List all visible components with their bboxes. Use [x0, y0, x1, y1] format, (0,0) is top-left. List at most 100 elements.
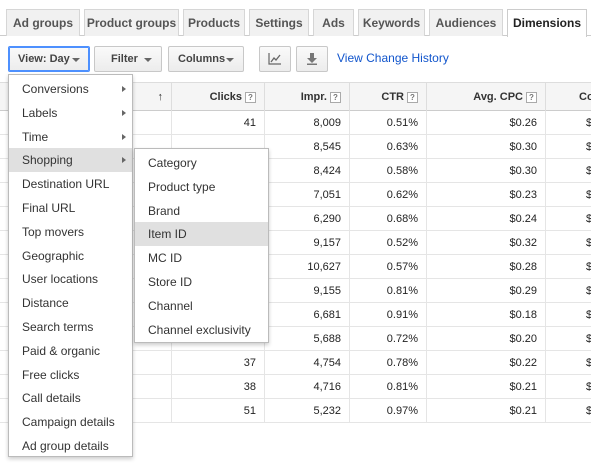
- cell-impressions: 9,157: [264, 231, 349, 254]
- submenu-item-item-id[interactable]: Item ID: [135, 222, 268, 247]
- menu-item-free-clicks[interactable]: Free clicks: [9, 363, 132, 387]
- cell-avg-cpc: $0.18: [426, 303, 545, 326]
- sort-arrow-icon[interactable]: ↑: [157, 91, 164, 103]
- menu-item-time[interactable]: Time: [9, 125, 132, 149]
- cell-ctr: 0.91%: [349, 303, 426, 326]
- tab-products[interactable]: Products: [183, 9, 245, 36]
- menu-item-label: User locations: [22, 272, 99, 287]
- cell-ctr: 0.72%: [349, 327, 426, 350]
- menu-item-label: Paid & organic: [22, 343, 101, 358]
- view-dropdown-button[interactable]: View: Day: [8, 46, 90, 72]
- menu-item-final-url[interactable]: Final URL: [9, 196, 132, 220]
- download-icon: [307, 53, 317, 65]
- chevron-down-icon: [226, 58, 234, 62]
- cell-ctr: 0.78%: [349, 351, 426, 374]
- view-change-history-link[interactable]: View Change History: [337, 51, 449, 65]
- cell-impressions: 5,688: [264, 327, 349, 350]
- help-icon[interactable]: ?: [526, 91, 537, 103]
- submenu-item-mc-id[interactable]: MC ID: [148, 251, 182, 266]
- tab-audiences[interactable]: Audiences: [429, 9, 503, 36]
- menu-item-top-movers[interactable]: Top movers: [9, 220, 132, 244]
- menu-item-call-details[interactable]: Call details: [9, 386, 132, 410]
- menu-item-search-terms[interactable]: Search terms: [9, 315, 132, 339]
- menu-item-user-locations[interactable]: User locations: [9, 267, 132, 291]
- cell-ctr: 0.63%: [349, 135, 426, 158]
- cell-avg-cpc: $0.20: [426, 327, 545, 350]
- cell-avg-cpc: $0.21: [426, 375, 545, 398]
- header-cost[interactable]: Co: [545, 83, 591, 111]
- tab-ads[interactable]: Ads: [313, 9, 354, 36]
- menu-item-destination-url[interactable]: Destination URL: [9, 172, 132, 196]
- submenu-item-brand[interactable]: Brand: [148, 203, 181, 218]
- menu-item-label: Search terms: [22, 320, 94, 334]
- cell-impressions: 6,681: [264, 303, 349, 326]
- cell-cost: $1: [545, 231, 591, 254]
- help-icon[interactable]: ?: [245, 91, 256, 103]
- header-impressions-label: Impr.: [300, 91, 327, 103]
- menu-item-conversions[interactable]: Conversions: [9, 77, 132, 101]
- cell-avg-cpc: $0.23: [426, 183, 545, 206]
- cell-cost: $2: [545, 279, 591, 302]
- cell-avg-cpc: $0.26: [426, 111, 545, 134]
- cell-avg-cpc: $0.32: [426, 231, 545, 254]
- cell-impressions: 9,155: [264, 279, 349, 302]
- cell-avg-cpc: $0.21: [426, 399, 545, 422]
- cell-cost: $1: [545, 207, 591, 230]
- help-icon[interactable]: ?: [407, 91, 418, 103]
- header-impressions[interactable]: Impr.?: [264, 83, 349, 111]
- cell-cost: $: [545, 351, 591, 374]
- menu-item-paid-organic[interactable]: Paid & organic: [9, 339, 132, 363]
- columns-button-label: Columns: [178, 53, 226, 65]
- menu-item-geographic[interactable]: Geographic: [9, 244, 132, 268]
- tab-product-groups[interactable]: Product groups: [84, 9, 179, 36]
- cell-clicks: 37: [171, 351, 264, 374]
- menu-item-ad-group-details[interactable]: Ad group details: [9, 434, 132, 458]
- help-icon[interactable]: ?: [330, 91, 341, 103]
- header-clicks[interactable]: Clicks?: [171, 83, 264, 111]
- menu-item-label: Final URL: [22, 201, 76, 215]
- cell-cost: $1: [545, 111, 591, 134]
- submenu-item-store-id[interactable]: Store ID: [148, 275, 193, 289]
- chevron-right-icon: [122, 157, 126, 164]
- submenu-item-channel-exclusivity[interactable]: Channel exclusivity: [148, 322, 251, 337]
- chart-toggle-button[interactable]: [259, 46, 291, 72]
- cell-ctr: 0.58%: [349, 159, 426, 182]
- header-ctr[interactable]: CTR?: [349, 83, 426, 111]
- cell-impressions: 8,545: [264, 135, 349, 158]
- download-button[interactable]: [296, 46, 328, 72]
- columns-button[interactable]: Columns: [168, 46, 244, 72]
- menu-item-label: Call details: [22, 391, 81, 406]
- filter-button[interactable]: Filter: [94, 46, 162, 72]
- menu-item-labels[interactable]: Labels: [9, 101, 132, 125]
- cell-clicks: 51: [171, 399, 264, 422]
- submenu-item-channel[interactable]: Channel: [148, 298, 193, 313]
- cell-impressions: 8,009: [264, 111, 349, 134]
- tab-settings[interactable]: Settings: [249, 9, 309, 36]
- cell-cost: $1: [545, 135, 591, 158]
- menu-item-distance[interactable]: Distance: [9, 291, 132, 315]
- cell-impressions: 5,232: [264, 399, 349, 422]
- tab-ad-groups[interactable]: Ad groups: [6, 9, 80, 36]
- menu-item-label: Free clicks: [22, 367, 80, 382]
- cell-ctr: 0.51%: [349, 111, 426, 134]
- tab-dimensions[interactable]: Dimensions: [507, 9, 587, 37]
- cell-impressions: 8,424: [264, 159, 349, 182]
- menu-item-label: Top movers: [22, 224, 85, 239]
- header-avg-cpc[interactable]: Avg. CPC?: [426, 83, 545, 111]
- cell-clicks: 41: [171, 111, 264, 134]
- menu-item-shopping[interactable]: Shopping: [9, 148, 132, 173]
- menu-item-label: Time: [22, 129, 49, 144]
- submenu-item-category[interactable]: Category: [148, 156, 197, 170]
- menu-item-campaign-details[interactable]: Campaign details: [9, 410, 132, 434]
- cell-clicks: 38: [171, 375, 264, 398]
- submenu-item-product-type[interactable]: Product type: [148, 179, 216, 194]
- chevron-down-icon: [144, 58, 152, 62]
- cell-cost: $1: [545, 399, 591, 422]
- cell-impressions: 4,754: [264, 351, 349, 374]
- tab-keywords[interactable]: Keywords: [358, 9, 425, 36]
